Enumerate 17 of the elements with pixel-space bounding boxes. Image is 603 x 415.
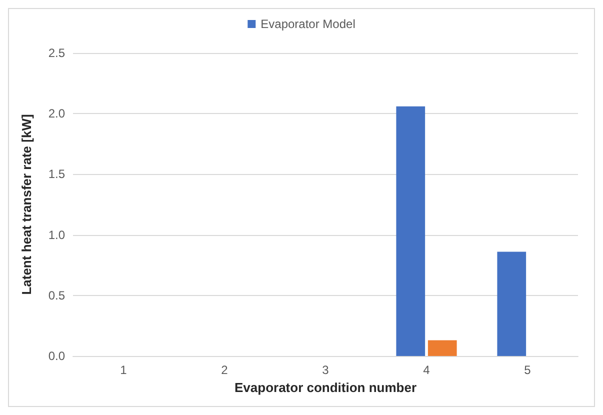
y-tick-label: 2.0 — [48, 106, 66, 121]
y-tick-label: 1.0 — [48, 228, 66, 242]
bar — [428, 340, 457, 356]
y-tick-label: 2.5 — [48, 46, 66, 60]
legend-label: Evaporator Model — [260, 17, 356, 31]
y-tick-label: 0.5 — [48, 288, 66, 302]
y-tick-label: 0.0 — [48, 349, 66, 363]
x-tick-label: 2 — [221, 363, 228, 377]
y-tick-label: 1.5 — [48, 167, 66, 182]
y-axis-title: Latent heat transfer rate [kW] — [19, 114, 34, 295]
bar — [497, 252, 526, 356]
x-tick-label: 1 — [120, 363, 128, 377]
x-tick-label: 5 — [524, 363, 532, 377]
x-tick-label: 3 — [322, 363, 330, 377]
x-tick-label: 4 — [423, 363, 430, 377]
bar — [396, 106, 426, 356]
x-axis-title: Evaporator condition number — [234, 380, 417, 395]
